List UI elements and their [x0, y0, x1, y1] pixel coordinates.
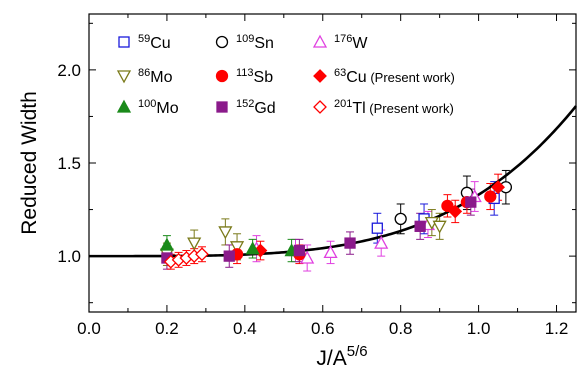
- point-cu-59: [371, 222, 383, 234]
- y-tick-label: 1.0: [57, 247, 81, 266]
- point-cu-63: [491, 180, 505, 195]
- point-mo-86: [187, 237, 202, 251]
- legend-item-w-176: 176W: [312, 33, 368, 52]
- legend-item-cu-59: 59Cu: [118, 33, 171, 52]
- x-axis-title-sup: 5/6: [347, 343, 368, 360]
- point-sb-113: [441, 199, 454, 212]
- legend-item-cu-63: 63Cu (Present work): [313, 67, 455, 86]
- x-tick-label: 1.2: [545, 319, 569, 338]
- y-tick-label: 1.5: [57, 154, 81, 173]
- plot-frame: [88, 13, 577, 313]
- point-mo-86: [229, 241, 245, 255]
- legend-item-tl-201: 201Tl (Present work): [313, 98, 454, 117]
- x-tick-label: 0.0: [77, 319, 101, 338]
- point-w-176: [323, 245, 338, 259]
- legend-marker: [116, 70, 132, 84]
- legend: 59Cu 109Sn 176W 86Mo 113Sb 63Cu (Present work…: [116, 33, 455, 117]
- x-tick-label: 1.0: [467, 319, 491, 338]
- x-tick-label: 0.4: [233, 319, 257, 338]
- legend-label: 59Cu: [138, 33, 171, 52]
- legend-label: 63Cu (Present work): [334, 67, 455, 86]
- point-gd-152: [344, 237, 356, 249]
- legend-label: 86Mo: [138, 67, 173, 86]
- point-sb-113: [484, 190, 497, 203]
- point-tl-201: [195, 247, 209, 262]
- legend-label: 176W: [334, 33, 368, 52]
- fit-curve: [88, 105, 577, 258]
- point-gd-152: [223, 250, 235, 262]
- point-sn-109: [394, 212, 407, 226]
- legend-item-mo-86: 86Mo: [116, 67, 173, 86]
- legend-marker: [216, 101, 228, 113]
- point-mo-100: [245, 241, 260, 255]
- legend-item-sb-113: 113Sb: [215, 67, 273, 86]
- point-gd-152: [293, 244, 306, 257]
- point-mo-86: [432, 220, 447, 234]
- legend-marker: [215, 69, 229, 83]
- x-tick-label: 0.8: [389, 319, 413, 338]
- point-gd-152: [414, 220, 426, 232]
- legend-label: 201Tl (Present work): [334, 98, 454, 117]
- point-cu-63: [448, 204, 463, 219]
- legend-item-mo-100: 100Mo: [116, 98, 179, 117]
- legend-marker: [215, 35, 229, 49]
- legend-item-gd-152: 152Gd: [216, 98, 276, 117]
- x-axis-title: J/A5/6: [316, 343, 367, 370]
- legend-label: 152Gd: [236, 98, 276, 117]
- x-tick-label: 0.2: [155, 319, 179, 338]
- legend-marker: [313, 69, 327, 83]
- point-mo-100: [159, 237, 175, 251]
- y-axis-title: Reduced Width: [18, 91, 41, 235]
- legend-marker: [312, 34, 328, 48]
- x-axis-title-base: J/A: [316, 347, 346, 370]
- point-w-176: [374, 235, 389, 249]
- x-axis: 0.0 0.2 0.4 0.6 0.8 1.0 1.2: [77, 14, 568, 338]
- x-tick-label: 0.6: [311, 319, 335, 338]
- legend-marker: [118, 36, 130, 48]
- point-mo-86: [218, 226, 233, 240]
- y-axis: 1.0 1.5 2.0: [57, 22, 576, 304]
- legend-marker: [313, 100, 327, 114]
- data-markers: [159, 180, 513, 269]
- legend-label: 100Mo: [138, 98, 179, 117]
- y-tick-label: 2.0: [57, 61, 81, 80]
- legend-marker: [116, 99, 132, 113]
- legend-item-sn-109: 109Sn: [215, 33, 274, 52]
- point-gd-152: [465, 196, 477, 208]
- legend-label: 109Sn: [236, 33, 274, 52]
- legend-label: 113Sb: [236, 67, 273, 86]
